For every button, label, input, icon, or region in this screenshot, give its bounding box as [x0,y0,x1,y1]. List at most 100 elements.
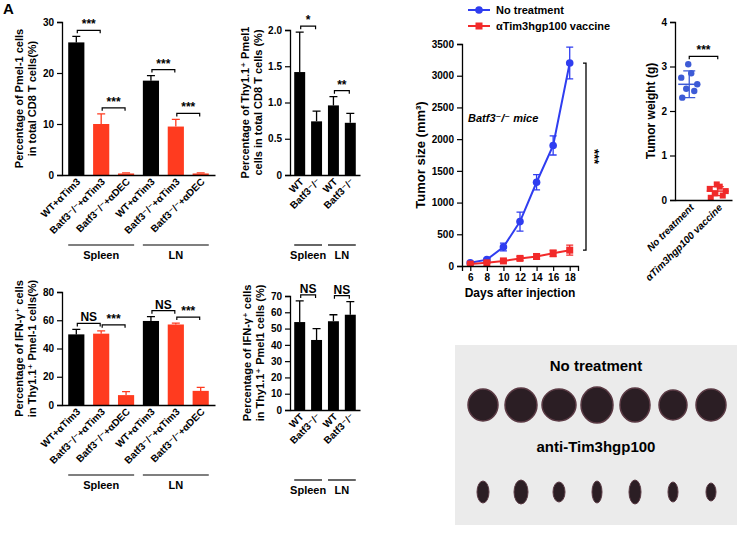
panel: 0500100015002000250030003500681012141618… [413,4,610,300]
group-line [143,474,209,475]
error-bar [712,187,724,196]
group-line [68,244,134,245]
point [691,88,697,94]
tick: Batf3⁻/⁻ [321,411,356,446]
legend-label: αTim3hgp100 vaccine [496,20,610,32]
tick: 2.0 [268,25,290,36]
tick-label: 60 [43,315,55,326]
tick-label: 10 [271,388,283,399]
tick: 12 [515,266,527,283]
tumor [581,387,613,423]
significance-label: ** [337,78,347,92]
tick-label: αTim3hgp100 vaccine [643,201,725,283]
marks [68,317,209,405]
tick-label: 50 [271,323,283,334]
tick: 4 [661,17,675,28]
group-line [294,244,322,245]
tick-label: 18 [565,272,577,283]
tick-label: Batf3⁻/⁻ [288,411,323,446]
axis: 00.51.01.52.0 [268,25,290,181]
error-bar [72,329,80,334]
error-bar [683,71,695,98]
line [470,63,569,263]
axis-title: Percentage of IFN-γ⁺ cellsin Thy1.1⁺ Pme… [13,280,38,418]
bar [328,105,339,175]
error-bar [533,175,540,190]
group-label: Spleen [83,249,119,261]
error-bar [97,114,105,124]
error-bar [172,323,180,324]
tick-label: Batf3⁻/⁻+αDEC [148,406,206,464]
tick-mark [57,22,62,23]
point [678,74,684,80]
tick: Batf3⁻/⁻ [321,176,356,211]
point [533,178,541,186]
tumor [468,389,498,421]
tick-label: 2 [661,106,667,117]
error-bar [566,47,573,79]
significance-label: NS [300,282,317,296]
point [466,259,474,266]
error-bar [197,387,205,391]
significance-label: *** [181,100,195,114]
bar [143,81,159,175]
tick: 70 [271,291,290,302]
figure: 0102030WT+αTim3Batf3⁻/⁻+αTim3Batf3⁻/⁻+αD… [0,0,746,533]
axis: WT+αTim3Batf3⁻/⁻+αTim3Batf3⁻/⁻+αDECWT+αT… [39,176,216,236]
tick: 20 [43,371,62,382]
tick-label: 1.0 [268,97,282,108]
bar [168,324,184,405]
group-line [68,474,134,475]
photo-background [455,345,737,525]
tick-label: 1500 [432,166,455,177]
tumor [592,481,602,503]
tumor [659,390,687,420]
tick-mark [285,328,290,329]
error-bar [313,111,321,121]
tick: 500 [437,229,462,240]
axis-line [63,405,216,406]
tick-label: 80 [43,287,55,298]
point [683,86,689,92]
tick-mark [285,30,290,31]
tick-label: 20 [271,372,283,383]
bar [68,334,84,405]
error-bar [313,329,321,340]
legend-item: No treatment [468,4,564,16]
panel: 01234No treatmentαTim3hgp100 vaccine***T… [643,17,732,283]
group-label: Spleen [83,479,119,491]
tick-mark [285,296,290,297]
tick-label: 0 [48,400,54,411]
legend-label: No treatment [496,4,564,16]
tick: 1 [661,150,675,161]
tick-label: 0 [276,405,282,416]
tick-mark [670,200,675,201]
axis-line [57,23,63,176]
tick: Batf3⁻/⁻ [288,176,323,211]
tick-label: 2500 [432,102,455,113]
tick: 1.0 [268,97,290,108]
tick-mark [553,266,554,271]
tick-mark [285,175,290,176]
error-bar [122,392,130,396]
panel: 020406080WT+αTim3Batf3⁻/⁻+αTim3Batf3⁻/⁻+… [13,280,215,491]
tick-mark [520,266,521,271]
tick-mark [57,124,62,125]
tick-mark [457,44,462,45]
axis: WT+αTim3Batf3⁻/⁻+αTim3Batf3⁻/⁻+αDECWT+αT… [39,406,216,466]
axis-line [676,200,733,201]
bar [143,321,159,405]
photo: No treatmentanti-Tim3hgp100 [455,345,737,525]
tick: 0 [661,195,675,206]
tick-mark [457,139,462,140]
axis-line [63,175,216,176]
axis-line [291,410,361,411]
tick: 0.5 [268,133,290,144]
group-label: Spleen [290,249,326,261]
error-bar [72,36,80,42]
group-label: LN [335,249,350,261]
tumor [696,389,726,421]
tick-label: 10 [498,272,510,283]
tick-label: 2000 [432,134,455,145]
axis-title: Days after injection [465,286,576,300]
